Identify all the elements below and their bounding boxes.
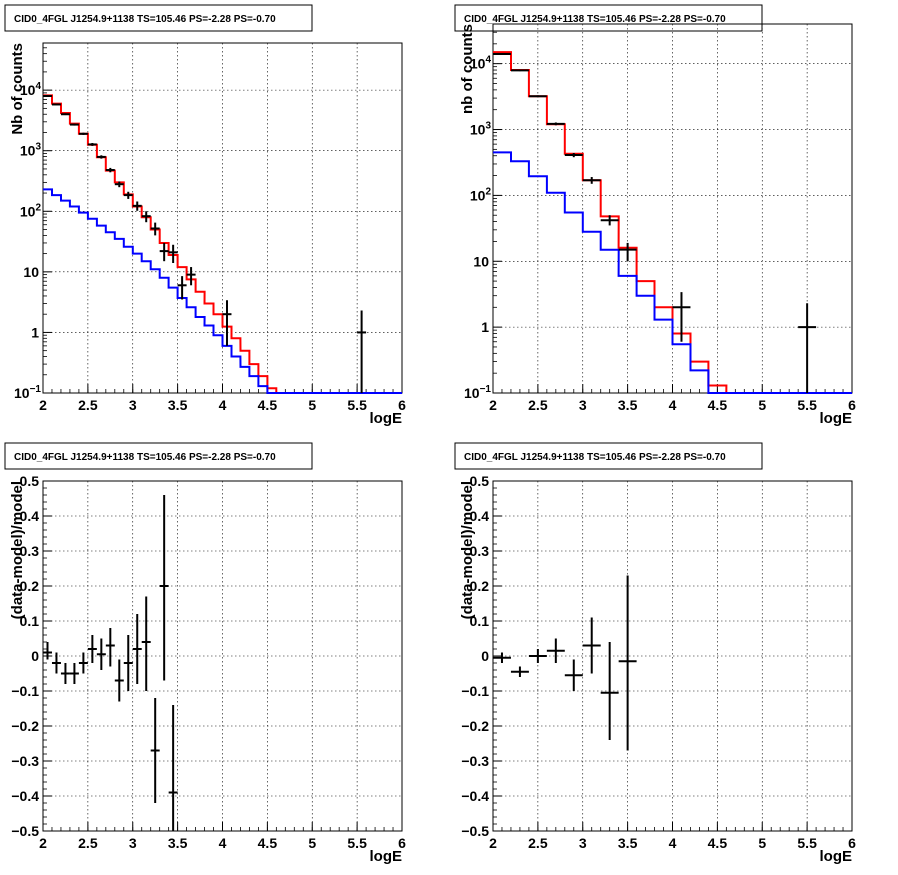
y-tick-label: 103 [20,142,42,159]
y-tick-label: 10 [23,264,39,280]
x-tick-label: 6 [848,835,856,851]
x-tick-label: 5.5 [797,835,817,851]
x-tick-label: 5 [758,835,766,851]
x-tick-label: 5.5 [347,397,367,413]
errorbar-series-0 [43,495,178,831]
x-tick-label: 2 [39,397,47,413]
y-axis-label: Nb of counts [9,43,26,135]
x-tick-label: 3.5 [168,397,188,413]
errorbar-series-0 [493,575,637,751]
y-tick-label: −0.2 [11,718,39,734]
histogram-series-1 [43,188,402,394]
y-tick-label: −0.3 [461,753,489,769]
y-tick-label: 102 [470,186,492,203]
title-box [4,4,313,32]
x-tick-label: 5.5 [347,835,367,851]
y-tick-label: 104 [470,55,492,72]
y-tick-label: 0.3 [470,543,490,559]
x-axis-label: logE [820,848,853,865]
y-tick-label: 0.2 [20,578,40,594]
x-tick-label: 4 [669,397,677,413]
errorbar-series-2 [493,53,817,393]
y-tick-label: 0.1 [20,613,40,629]
x-tick-label: 3 [129,835,137,851]
chart-title: CID0_4FGL J1254.9+1138 TS=105.46 PS=-2.2… [464,452,726,463]
x-tick-label: 5 [758,397,766,413]
x-tick-label: 6 [398,397,406,413]
x-tick-label: 4 [219,835,227,851]
x-tick-label: 2 [39,835,47,851]
y-tick-label: −0.1 [11,683,39,699]
x-tick-label: 4.5 [708,835,728,851]
x-axis-label: logE [370,410,403,427]
y-tick-label: −0.4 [11,788,39,804]
y-tick-label: 1 [481,319,489,335]
x-tick-label: 5.5 [797,397,817,413]
x-tick-label: 2.5 [528,835,548,851]
x-tick-label: 3.5 [618,397,638,413]
y-tick-label: −0.2 [461,718,489,734]
y-tick-label: 102 [20,202,42,219]
x-tick-label: 3 [129,397,137,413]
y-tick-label: 0.5 [470,473,490,489]
y-axis-label: nb of counts [459,24,476,114]
x-tick-label: 3.5 [168,835,188,851]
y-tick-label: −0.4 [461,788,489,804]
y-tick-label: 0.2 [470,578,490,594]
y-tick-label: 0.4 [470,508,490,524]
x-tick-label: 2.5 [78,835,98,851]
y-tick-label: −0.3 [11,753,39,769]
x-tick-label: 2 [489,835,497,851]
x-tick-label: 6 [848,397,856,413]
x-tick-label: 5 [308,397,316,413]
y-tick-label: 10−1 [14,384,41,401]
x-tick-label: 3 [579,397,587,413]
chart-panel-counts-right: CID0_4FGL J1254.9+1138 TS=105.46 PS=-2.2… [454,4,856,427]
chart-panel-resid-left: CID0_4FGL J1254.9+1138 TS=105.46 PS=-2.2… [4,442,406,865]
x-tick-label: 2.5 [528,397,548,413]
y-tick-label: 104 [20,81,42,98]
y-tick-label: 10 [473,253,489,269]
title-box [454,442,763,470]
histogram-series-1 [493,151,852,394]
x-tick-label: 4 [219,397,227,413]
x-tick-label: 4.5 [258,397,278,413]
y-tick-label: −0.5 [11,823,39,839]
x-tick-label: 2.5 [78,397,98,413]
x-tick-label: 4.5 [708,397,728,413]
errorbar-series-2 [43,95,367,393]
y-tick-label: 103 [470,121,492,138]
title-box [454,4,763,32]
y-axis-label: (data-model)/model [459,481,476,619]
title-box [4,442,313,470]
chart-title: CID0_4FGL J1254.9+1138 TS=105.46 PS=-2.2… [14,14,276,25]
x-axis-label: logE [370,848,403,865]
y-tick-label: 10−1 [464,384,491,401]
x-tick-label: 5 [308,835,316,851]
y-tick-label: −0.1 [461,683,489,699]
x-axis-label: logE [820,410,853,427]
x-tick-label: 4 [669,835,677,851]
y-tick-label: −0.5 [461,823,489,839]
y-axis-label: (data-model)/model [9,481,26,619]
grid [43,481,402,831]
y-tick-label: 0.3 [20,543,40,559]
y-tick-label: 0 [31,648,39,664]
y-tick-label: 0.4 [20,508,40,524]
chart-panel-resid-right: CID0_4FGL J1254.9+1138 TS=105.46 PS=-2.2… [454,442,856,865]
x-tick-label: 4.5 [258,835,278,851]
x-tick-label: 6 [398,835,406,851]
chart-title: CID0_4FGL J1254.9+1138 TS=105.46 PS=-2.2… [14,452,276,463]
chart-panel-counts-left: CID0_4FGL J1254.9+1138 TS=105.46 PS=-2.2… [4,4,406,427]
y-tick-label: 1 [31,324,39,340]
y-tick-label: 0.1 [470,613,490,629]
chart-title: CID0_4FGL J1254.9+1138 TS=105.46 PS=-2.2… [464,14,726,25]
x-tick-label: 2 [489,397,497,413]
y-tick-label: 0 [481,648,489,664]
grid [493,24,852,393]
y-tick-label: 0.5 [20,473,40,489]
x-tick-label: 3 [579,835,587,851]
x-tick-label: 3.5 [618,835,638,851]
